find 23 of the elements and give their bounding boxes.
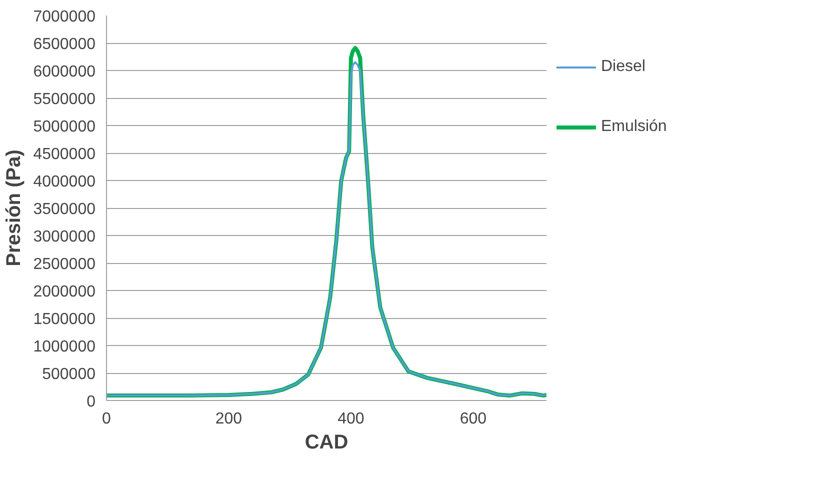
legend-label: Diesel bbox=[601, 58, 646, 76]
y-tick-label: 4500000 bbox=[33, 146, 96, 163]
y-tick-label: 5500000 bbox=[33, 91, 96, 108]
y-tick-label: 1500000 bbox=[33, 311, 96, 328]
y-tick-label: 1000000 bbox=[33, 338, 96, 356]
x-tick-label: 400 bbox=[338, 410, 364, 428]
y-tick-label: 3500000 bbox=[33, 201, 96, 218]
y-axis-title: Presión (Pa) bbox=[3, 150, 26, 266]
x-axis-title: CAD bbox=[304, 432, 348, 454]
y-tick-label: 2500000 bbox=[33, 256, 96, 273]
x-tick-label: 0 bbox=[102, 410, 112, 428]
legend-label: Emulsión bbox=[601, 118, 667, 136]
x-tick-label: 600 bbox=[460, 410, 487, 428]
x-tick-label: 200 bbox=[215, 410, 242, 428]
y-tick-label: 6000000 bbox=[33, 64, 96, 80]
y-tick-label: 0 bbox=[86, 394, 96, 410]
y-tick-label: 500000 bbox=[42, 366, 96, 383]
y-tick-label: 3000000 bbox=[33, 228, 96, 246]
y-tick-label: 5000000 bbox=[33, 118, 96, 136]
y-tick-label: 7000000 bbox=[33, 8, 96, 26]
y-tick-label: 4000000 bbox=[33, 174, 96, 190]
y-tick-label: 6500000 bbox=[33, 36, 96, 53]
y-tick-label: 2000000 bbox=[33, 284, 96, 300]
